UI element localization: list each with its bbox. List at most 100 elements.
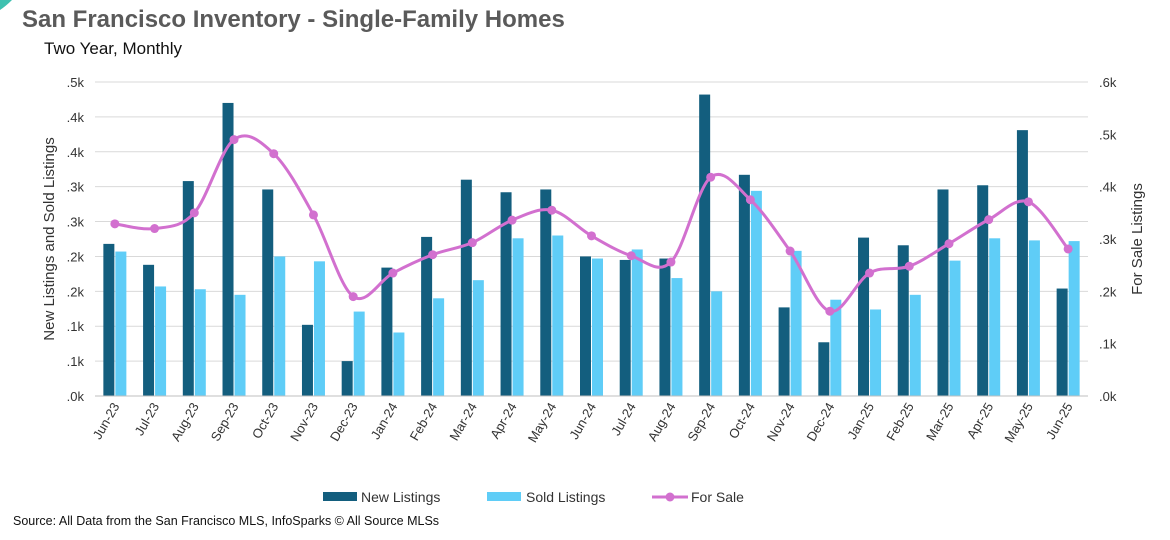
legend-for-sale-label: For Sale	[691, 489, 744, 505]
x-tick-label: Nov-23	[287, 400, 321, 444]
sold-listings-bar	[909, 294, 921, 396]
for-sale-point	[587, 231, 596, 241]
new-listings-bar	[897, 245, 909, 396]
for-sale-point	[745, 195, 755, 205]
new-listings-bar	[977, 185, 989, 396]
x-tick-label: Jun-25	[1043, 400, 1076, 442]
right-tick-label: .3k	[1099, 232, 1117, 247]
x-tick-label: Aug-23	[168, 400, 202, 444]
sold-listings-bar	[274, 256, 286, 396]
x-tick-label: Sep-24	[684, 400, 718, 444]
x-tick-label: Jul-24	[608, 400, 639, 438]
new-listings-bar	[460, 179, 472, 396]
sold-listings-bar	[393, 332, 405, 396]
for-sale-point	[428, 250, 438, 260]
x-tick-label: Apr-24	[487, 400, 520, 441]
sold-listings-bar	[472, 280, 484, 396]
new-listings-bar	[858, 237, 870, 396]
sold-listings-bar	[989, 238, 1001, 396]
x-tick-label: May-24	[525, 400, 560, 445]
new-listings-bar	[540, 189, 552, 396]
for-sale-point	[825, 306, 835, 316]
right-tick-label: .6k	[1099, 75, 1117, 90]
new-listings-bar	[143, 264, 155, 396]
left-tick-label: .2k	[67, 284, 85, 299]
x-tick-label: Dec-24	[803, 400, 837, 444]
sold-listings-bar	[1068, 241, 1080, 396]
for-sale-point	[229, 135, 239, 145]
new-listings-bar	[421, 236, 433, 396]
x-tick-label: Jul-23	[131, 400, 162, 438]
new-listings-bar	[341, 361, 353, 396]
left-tick-label: .4k	[67, 145, 85, 160]
left-tick-label: .3k	[67, 215, 85, 230]
x-tick-label: Jan-25	[844, 400, 877, 442]
left-tick-label: .4k	[67, 110, 85, 125]
legend-sold-listings-label: Sold Listings	[526, 489, 605, 505]
for-sale-point	[547, 205, 557, 215]
x-tick-label: Jan-24	[368, 400, 401, 442]
new-listings-bar	[1016, 130, 1028, 396]
for-sale-point	[150, 224, 160, 234]
right-tick-label: .1k	[1099, 337, 1117, 352]
source-note: Source: All Data from the San Francisco …	[13, 514, 440, 528]
new-listings-bar	[500, 192, 512, 396]
sold-listings-bar	[155, 286, 167, 396]
x-tick-label: Mar-24	[446, 400, 480, 443]
left-tick-label: .3k	[67, 180, 85, 195]
for-sale-point	[110, 219, 120, 229]
right-tick-label: .5k	[1099, 127, 1117, 142]
left-tick-label: .5k	[67, 75, 85, 90]
sold-listings-bar	[592, 258, 603, 396]
sold-listings-bar	[631, 249, 643, 396]
x-tick-label: Dec-23	[327, 400, 361, 444]
right-tick-label: .4k	[1099, 180, 1117, 195]
for-sale-point	[507, 215, 517, 225]
for-sale-point	[666, 257, 676, 267]
left-axis-title: New Listings and Sold Listings	[41, 137, 58, 340]
chart: .0k .1k .1k .2k .2k .3k .3k .4k .4k .5k .0k .1k .2k.…	[41, 75, 1146, 505]
new-listings-bar	[381, 267, 393, 396]
new-listings-bar	[182, 181, 194, 396]
new-listings-bar	[103, 243, 115, 396]
legend-sold-listings-swatch	[487, 492, 521, 501]
x-tick-label: Jun-24	[566, 400, 599, 442]
new-listings-bar	[738, 174, 750, 396]
sold-listings-bar	[552, 235, 564, 396]
sold-listings-bar	[949, 260, 961, 396]
x-tick-label: May-25	[1001, 400, 1036, 445]
sold-listings-bar	[671, 278, 683, 396]
for-sale-point	[269, 149, 279, 159]
legend-for-sale-marker	[665, 492, 675, 502]
x-tick-label: Aug-24	[645, 400, 679, 444]
right-tick-label: .0k	[1099, 389, 1117, 404]
right-tick-label: .2k	[1099, 284, 1117, 299]
new-listings-bar	[818, 342, 830, 396]
for-sale-line	[114, 134, 1070, 313]
for-sale-point	[1063, 244, 1073, 254]
corner-accent	[0, 0, 12, 10]
new-listings-bar	[699, 94, 711, 396]
legend-new-listings-label: New Listings	[361, 489, 440, 505]
x-tick-label: Oct-23	[249, 400, 281, 441]
x-tick-label: Sep-23	[208, 400, 242, 444]
for-sale-point	[189, 208, 199, 218]
new-listings-bar	[619, 259, 631, 396]
sold-listings-bar	[870, 309, 882, 396]
x-tick-label: Jun-23	[90, 400, 123, 442]
new-listings-bar	[659, 258, 671, 396]
x-tick-label: Feb-24	[407, 400, 441, 443]
for-sale-point	[467, 238, 477, 248]
new-listings-bar	[937, 189, 949, 396]
for-sale-point	[785, 246, 795, 256]
for-sale-point	[348, 292, 358, 302]
new-listings-bar	[580, 256, 591, 396]
sold-listings-bar	[1028, 240, 1040, 396]
new-listings-bar	[1056, 288, 1068, 396]
sold-listings-bar	[433, 298, 445, 396]
for-sale-point	[308, 210, 318, 220]
x-tick-label: Oct-24	[725, 400, 757, 441]
for-sale-point	[706, 172, 716, 182]
chart-subtitle: Two Year, Monthly	[44, 39, 182, 58]
legend-new-listings-swatch	[323, 492, 357, 501]
